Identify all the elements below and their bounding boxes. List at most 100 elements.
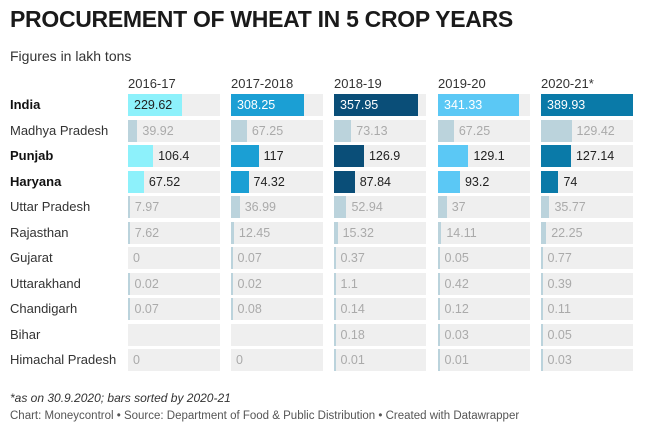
table-cell	[231, 323, 323, 346]
data-bar	[231, 145, 259, 167]
data-label: 0.18	[340, 327, 365, 342]
data-label: 129.42	[576, 123, 615, 138]
data-bar	[128, 272, 130, 295]
table-cell: 0	[128, 247, 220, 269]
table-cell: 0.14	[334, 298, 426, 320]
data-label: 0.05	[547, 327, 572, 342]
table-cell: 0.07	[128, 298, 220, 320]
data-label: 0.01	[340, 353, 365, 367]
data-bar	[438, 272, 440, 295]
table-cell: 0.03	[438, 323, 530, 346]
table-cell: 308.25	[231, 94, 323, 116]
table-cell: 0.05	[541, 323, 633, 346]
data-label: 0.39	[547, 276, 572, 291]
data-label: 67.25	[458, 123, 491, 138]
table-cell: 106.4	[128, 145, 220, 167]
table-cell: 0	[231, 349, 323, 371]
table-cell: 126.9	[334, 145, 426, 167]
data-bar	[438, 247, 440, 269]
table-cell: 341.33	[438, 94, 530, 116]
table-cell	[128, 323, 220, 346]
data-bar	[541, 349, 543, 371]
data-bar	[541, 94, 633, 116]
table-cell: 0.03	[541, 349, 633, 371]
data-bar	[438, 323, 440, 346]
data-bar	[128, 119, 138, 142]
data-label: 127.14	[575, 149, 615, 163]
data-label: 37	[451, 200, 466, 214]
data-bar	[334, 298, 336, 320]
table-cell: 15.32	[334, 221, 426, 244]
table-cell: 0.11	[541, 298, 633, 320]
data-bar	[541, 298, 543, 320]
data-label: 74	[563, 174, 578, 189]
data-label: 73.13	[356, 123, 388, 138]
row-label: Chandigarh	[10, 301, 78, 316]
table-cell: 67.25	[438, 119, 530, 142]
data-bar	[128, 94, 183, 116]
data-bar	[334, 170, 355, 193]
data-label: 0.77	[547, 251, 572, 265]
data-label: 357.95	[340, 98, 379, 112]
data-bar	[231, 170, 249, 193]
data-bar	[438, 196, 447, 218]
table-cell: 0.05	[438, 247, 530, 269]
table-cell: 0.02	[128, 272, 220, 295]
data-label: 0.01	[444, 353, 469, 367]
chart-title: PROCUREMENT OF WHEAT IN 5 CROP YEARS	[10, 6, 513, 32]
data-label: 129.1	[473, 149, 505, 163]
data-label: 35.77	[554, 200, 586, 214]
row-label: Bihar	[10, 326, 41, 342]
data-bar	[128, 221, 130, 244]
data-bar	[334, 221, 338, 244]
data-bar	[438, 94, 519, 116]
data-label: 7.97	[134, 200, 160, 214]
data-bar	[334, 272, 336, 295]
data-label: 12.45	[238, 225, 271, 240]
table-cell: 14.11	[438, 221, 530, 244]
data-bar	[334, 323, 336, 346]
table-cell: 0.12	[438, 298, 530, 320]
data-label: 67.52	[148, 174, 181, 189]
data-bar	[541, 247, 543, 269]
data-bar	[541, 221, 547, 244]
table-cell: 35.77	[541, 196, 633, 218]
data-bar	[541, 196, 550, 218]
table-cell: 87.84	[334, 170, 426, 193]
data-label: 0.08	[237, 302, 262, 316]
data-label: 0.02	[237, 276, 262, 291]
table-cell: 74.32	[231, 170, 323, 193]
table-cell: 0.07	[231, 247, 323, 269]
row-label: India	[10, 97, 41, 112]
table-cell: 117	[231, 145, 323, 167]
data-bar	[438, 145, 469, 167]
data-label: 117	[263, 149, 284, 163]
data-label: 7.62	[134, 225, 160, 240]
data-bar	[128, 196, 130, 218]
table-cell: 37	[438, 196, 530, 218]
data-bar	[438, 221, 442, 244]
data-label: 39.92	[142, 123, 174, 138]
data-bar	[231, 247, 233, 269]
chart-note: *as on 30.9.2020; bars sorted by 2020-21	[10, 391, 231, 405]
data-bar	[231, 221, 234, 244]
data-label: 0.11	[547, 302, 571, 316]
table-cell: 12.45	[231, 221, 323, 244]
table-cell: 389.93	[541, 94, 633, 116]
data-bar	[231, 196, 240, 218]
table-cell: 357.95	[334, 94, 426, 116]
data-bar	[128, 145, 154, 167]
data-bar	[334, 196, 347, 218]
table-cell: 67.52	[128, 170, 220, 193]
chart-subtitle: Figures in lakh tons	[10, 48, 132, 64]
row-label: Uttarakhand	[10, 275, 81, 291]
data-bar	[541, 323, 543, 346]
data-bar	[231, 272, 233, 295]
table-cell: 74	[541, 170, 633, 193]
table-cell: 0.02	[231, 272, 323, 295]
table-cell: 229.62	[128, 94, 220, 116]
table-cell: 0.42	[438, 272, 530, 295]
data-label: 389.93	[547, 98, 586, 112]
data-bar	[128, 298, 130, 320]
data-label: 106.4	[158, 149, 190, 163]
